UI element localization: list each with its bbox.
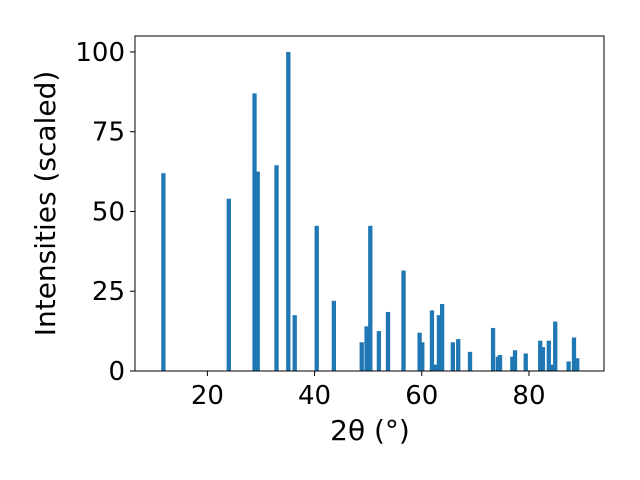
y-tick-label: 100 [75,38,125,68]
bar [255,171,260,371]
bar [546,340,551,371]
bar [359,342,364,371]
bar [566,361,571,371]
bar [420,342,425,371]
y-tick-label: 75 [92,118,125,148]
bar [553,321,558,371]
bar [467,351,473,371]
bar [456,339,461,371]
bar [376,331,382,371]
bar [512,350,518,371]
bar [252,93,257,372]
bar [433,364,438,371]
bar [401,270,406,371]
bar [331,300,336,371]
plot-frame [134,35,605,372]
y-axis-label: Intensities (scaled) [29,71,62,337]
y-axis-ticks: 0 25 50 75 100 [75,38,135,387]
y-tick-label: 0 [108,357,125,387]
bar [510,356,515,371]
bar [226,198,231,371]
bar [364,326,369,371]
x-tick-label: 20 [191,381,224,411]
bar [314,225,319,371]
bar [385,311,391,371]
bar [292,315,297,371]
bar [538,340,543,371]
bar [575,358,580,371]
bar [274,165,279,371]
bar [368,225,373,371]
bar [286,51,291,371]
bars-group [161,51,580,372]
bar [549,364,554,371]
x-tick-label: 80 [512,381,545,411]
bar [436,315,442,371]
bar [490,327,496,371]
bar [571,337,577,371]
bar [540,347,546,371]
bar [161,173,166,371]
bar [429,310,435,371]
x-axis-ticks: 20 40 60 80 [191,371,546,411]
x-tick-label: 40 [298,381,331,411]
bar [450,342,455,371]
y-tick-label: 50 [92,197,125,227]
bar [523,353,528,371]
x-axis-label: 2θ (°) [330,414,410,447]
bar [417,332,422,371]
bar [497,355,503,371]
bar [439,304,445,371]
y-tick-label: 25 [92,277,125,307]
x-tick-label: 60 [405,381,438,411]
